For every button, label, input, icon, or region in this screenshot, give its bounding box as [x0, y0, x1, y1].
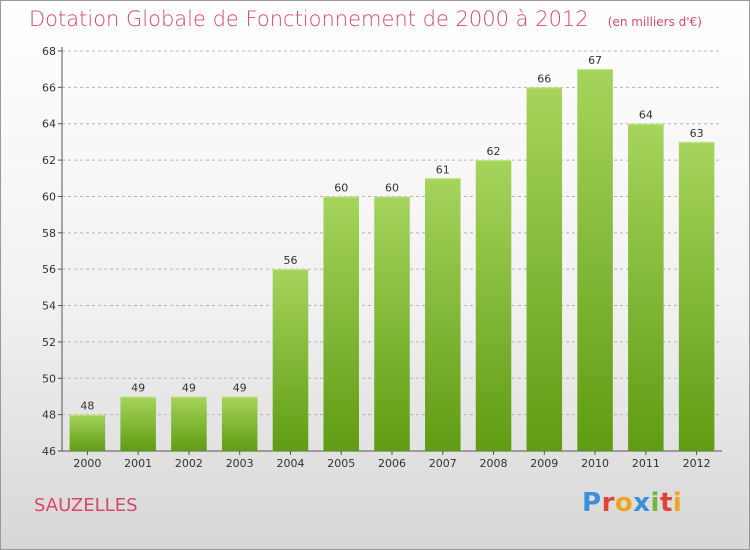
y-tick-label: 52 — [42, 336, 56, 349]
x-tick-label: 2012 — [683, 457, 711, 470]
chart-title-row: Dotation Globale de Fonctionnement de 20… — [29, 7, 702, 31]
x-tick-label: 2000 — [73, 457, 101, 470]
logo-letter: i — [672, 488, 683, 518]
y-tick-label: 62 — [42, 154, 56, 167]
bar — [475, 160, 512, 451]
data-label: 48 — [80, 400, 94, 413]
logo-letter: t — [659, 488, 673, 518]
x-tick-label: 2011 — [632, 457, 660, 470]
data-label: 61 — [436, 163, 450, 176]
y-tick-label: 50 — [42, 372, 56, 385]
x-tick-label: 2002 — [175, 457, 203, 470]
chart-title: Dotation Globale de Fonctionnement de 20… — [29, 7, 589, 31]
bar — [526, 87, 563, 451]
bar — [120, 396, 156, 451]
bar — [171, 396, 207, 451]
x-tick-label: 2007 — [429, 457, 457, 470]
logo-letter: i — [650, 488, 660, 518]
data-label: 60 — [385, 181, 399, 194]
data-label: 49 — [182, 381, 196, 394]
x-tick-label: 2008 — [480, 457, 508, 470]
data-label: 56 — [283, 254, 297, 267]
data-label: 67 — [588, 54, 602, 67]
data-label: 64 — [639, 109, 653, 122]
x-tick-label: 2004 — [276, 457, 304, 470]
bars — [69, 69, 715, 452]
commune-name: SAUZELLES — [34, 495, 138, 516]
data-label: 66 — [537, 72, 551, 85]
y-tick-label: 46 — [42, 445, 56, 458]
bar — [374, 196, 410, 451]
bar — [272, 269, 309, 451]
x-tick-label: 2009 — [530, 457, 558, 470]
x-tick-label: 2003 — [226, 457, 254, 470]
y-tick-label: 56 — [42, 263, 56, 276]
x-tick-label: 2001 — [124, 457, 152, 470]
y-tick-label: 60 — [42, 190, 56, 203]
bar — [577, 69, 613, 451]
data-label: 62 — [487, 145, 501, 158]
y-tick-label: 68 — [42, 45, 56, 58]
logo-letter: r — [601, 488, 615, 518]
chart-unit: (en milliers d'€) — [607, 15, 702, 29]
y-tick-label: 54 — [42, 300, 56, 313]
bar — [323, 196, 359, 451]
logo-letter: x — [633, 488, 651, 518]
y-tick-label: 48 — [42, 409, 56, 422]
bar — [678, 141, 715, 451]
bar — [69, 414, 106, 451]
logo-letter: o — [614, 488, 634, 518]
data-label: 49 — [233, 381, 247, 394]
y-tick-label: 58 — [42, 227, 56, 240]
bar — [425, 178, 461, 452]
bar — [221, 396, 258, 451]
data-labels: 48 49 49 49 56 60 60 61 62 66 67 64 63 — [80, 54, 703, 412]
proxiti-logo: Proxiti — [582, 488, 682, 518]
logo-letter: P — [582, 488, 602, 518]
bar — [628, 123, 664, 452]
y-tick-label: 64 — [42, 118, 56, 131]
x-tick-label: 2006 — [378, 457, 406, 470]
x-tick-label: 2005 — [327, 457, 355, 470]
y-tick-label: 66 — [42, 81, 56, 94]
data-label: 49 — [131, 381, 145, 394]
data-label: 60 — [334, 181, 348, 194]
x-tick-label: 2010 — [581, 457, 609, 470]
data-label: 63 — [690, 127, 704, 140]
